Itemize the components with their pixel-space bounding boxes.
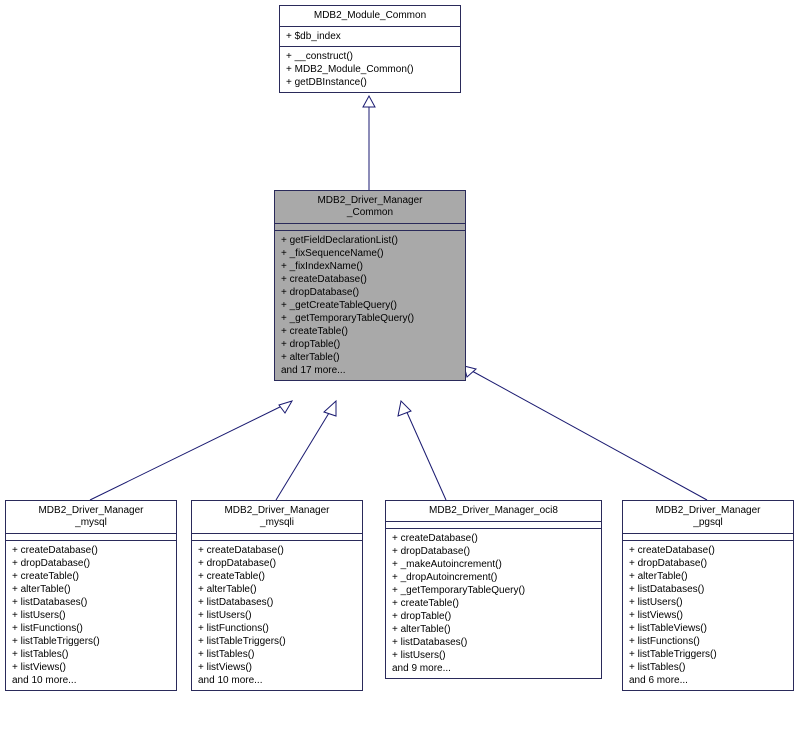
class-title: MDB2_Driver_Manager_oci8 — [386, 501, 601, 522]
class-methods: + __construct() + MDB2_Module_Common() +… — [280, 47, 460, 92]
class-methods: + getFieldDeclarationList() + _fixSequen… — [275, 231, 465, 380]
class-box-pgsql[interactable]: MDB2_Driver_Manager_pgsql + createDataba… — [622, 500, 794, 691]
class-attrs: + $db_index — [280, 27, 460, 47]
class-methods: + createDatabase() + dropDatabase() + cr… — [6, 541, 176, 690]
class-title: MDB2_Module_Common — [280, 6, 460, 27]
class-attrs — [192, 534, 362, 541]
uml-diagram: MDB2_Module_Common + $db_index + __const… — [0, 0, 797, 739]
class-attrs — [623, 534, 793, 541]
class-box-mgr-common[interactable]: MDB2_Driver_Manager_Common + getFieldDec… — [274, 190, 466, 381]
class-box-common[interactable]: MDB2_Module_Common + $db_index + __const… — [279, 5, 461, 93]
class-attrs — [6, 534, 176, 541]
class-title: MDB2_Driver_Manager_pgsql — [623, 501, 793, 534]
class-attrs — [275, 224, 465, 231]
class-title: MDB2_Driver_Manager_mysqli — [192, 501, 362, 534]
class-title: MDB2_Driver_Manager_Common — [275, 191, 465, 224]
class-methods: + createDatabase() + dropDatabase() + cr… — [192, 541, 362, 690]
class-methods: + createDatabase() + dropDatabase() + al… — [623, 541, 793, 690]
class-title: MDB2_Driver_Manager_mysql — [6, 501, 176, 534]
class-methods: + createDatabase() + dropDatabase() + _m… — [386, 529, 601, 678]
class-box-oci8[interactable]: MDB2_Driver_Manager_oci8 + createDatabas… — [385, 500, 602, 679]
class-attrs — [386, 522, 601, 529]
class-box-mysqli[interactable]: MDB2_Driver_Manager_mysqli + createDatab… — [191, 500, 363, 691]
class-box-mysql[interactable]: MDB2_Driver_Manager_mysql + createDataba… — [5, 500, 177, 691]
